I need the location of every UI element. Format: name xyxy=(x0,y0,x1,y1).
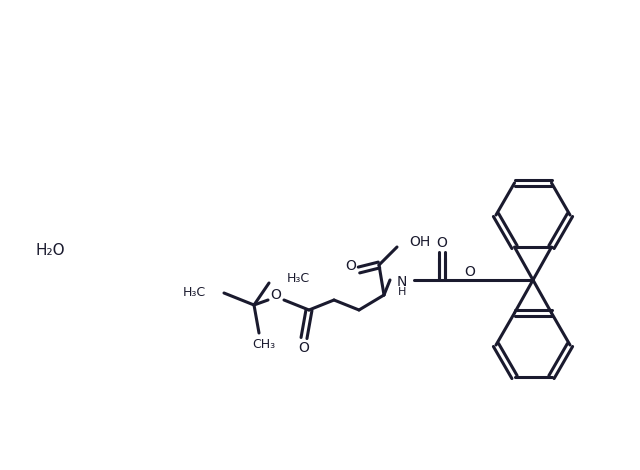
Text: H: H xyxy=(398,287,406,297)
Text: O: O xyxy=(436,236,447,250)
Text: H₃C: H₃C xyxy=(287,272,310,284)
Text: O: O xyxy=(271,288,282,302)
Text: H₂O: H₂O xyxy=(35,243,65,258)
Text: O: O xyxy=(465,265,476,279)
Text: OH: OH xyxy=(409,235,430,249)
Text: O: O xyxy=(346,259,356,273)
Text: CH₃: CH₃ xyxy=(252,338,276,352)
Text: H₃C: H₃C xyxy=(183,287,206,299)
Text: O: O xyxy=(299,341,309,355)
Text: N: N xyxy=(397,275,407,289)
